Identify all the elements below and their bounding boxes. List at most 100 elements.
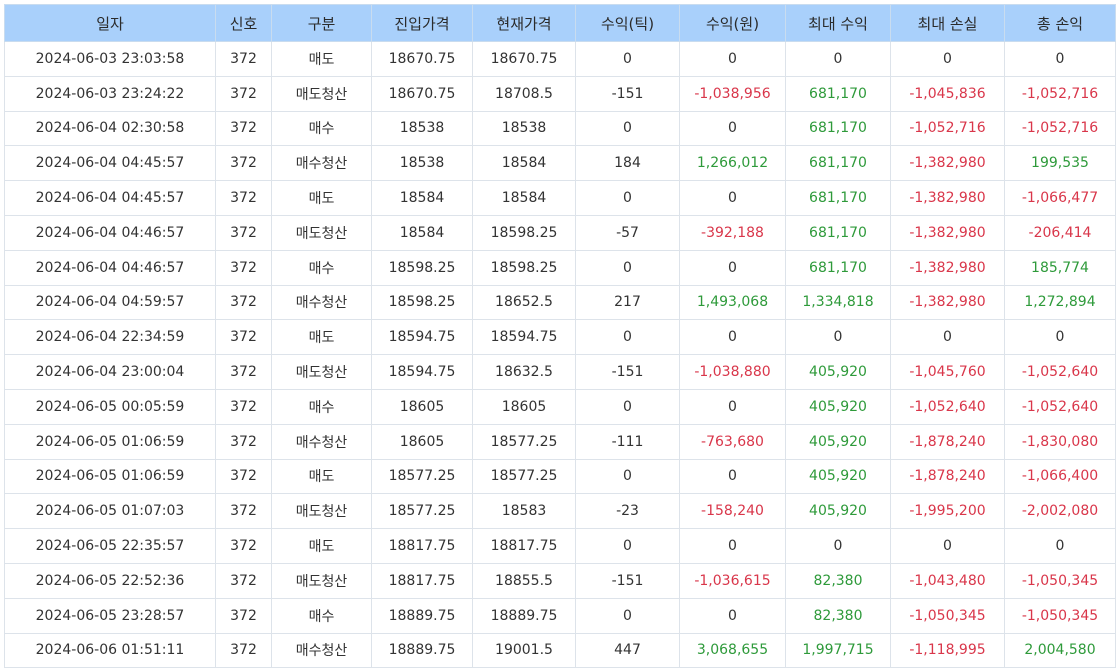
- table-row[interactable]: 2024-06-05 22:35:57 372 매도 18817.75 18817.75…: [4, 528, 1116, 564]
- cell-date: 2024-06-03 23:03:58: [4, 41, 216, 77]
- cell-date: 2024-06-06 01:51:11: [4, 632, 216, 669]
- cell-date: 2024-06-05 00:05:59: [4, 388, 216, 425]
- table-row[interactable]: 2024-06-04 22:34:59 372 매도 18594.75 18594.75…: [4, 319, 1116, 356]
- cell-profit-ticks: 217: [575, 284, 680, 321]
- cell-profit-ticks: 0: [575, 180, 680, 216]
- cell-total-pnl: 1,272,894: [1004, 284, 1116, 321]
- cell-profit-ticks: 184: [575, 145, 680, 182]
- column-header-current-price[interactable]: 현재가격: [472, 4, 576, 42]
- table-row[interactable]: 2024-06-05 22:52:36 372 매도청산 18817.75 18855.…: [4, 562, 1116, 599]
- cell-signal: 372: [215, 284, 272, 321]
- cell-current-price: 18855.5: [472, 562, 576, 599]
- cell-type: 매수청산: [271, 423, 372, 460]
- cell-entry-price: 18577.25: [371, 458, 473, 495]
- column-header-profit-won[interactable]: 수익(원): [679, 4, 786, 42]
- cell-type: 매수청산: [271, 284, 372, 321]
- cell-profit-ticks: 0: [575, 597, 680, 634]
- cell-max-profit: 1,997,715: [785, 632, 891, 669]
- column-header-entry-price[interactable]: 진입가격: [371, 4, 473, 42]
- cell-total-pnl: 185,774: [1004, 249, 1116, 286]
- table-row[interactable]: 2024-06-03 23:03:58 372 매도 18670.75 18670.75…: [4, 41, 1116, 77]
- cell-current-price: 18605: [472, 388, 576, 425]
- cell-max-profit: 405,920: [785, 493, 891, 530]
- cell-entry-price: 18538: [371, 110, 473, 147]
- cell-signal: 372: [215, 180, 272, 216]
- table-row[interactable]: 2024-06-05 01:07:03 372 매도청산 18577.25 18583-…: [4, 493, 1116, 530]
- table-row[interactable]: 2024-06-04 04:59:57 372 매수청산 18598.25 18652.…: [4, 284, 1116, 321]
- cell-profit-won: 0: [679, 458, 786, 495]
- cell-max-loss: 0: [890, 528, 1005, 564]
- cell-total-pnl: -1,050,345: [1004, 562, 1116, 599]
- cell-total-pnl: 0: [1004, 528, 1116, 564]
- column-header-max-loss[interactable]: 최대 손실: [890, 4, 1005, 42]
- cell-type: 매도: [271, 180, 372, 216]
- cell-type: 매수: [271, 597, 372, 634]
- cell-profit-ticks: 0: [575, 249, 680, 286]
- cell-date: 2024-06-04 04:45:57: [4, 180, 216, 216]
- cell-current-price: 18584: [472, 145, 576, 182]
- table-row[interactable]: 2024-06-04 04:45:57 372 매수청산 18538 18584 184 1…: [4, 145, 1116, 182]
- table-row[interactable]: 2024-06-03 23:24:22 372 매도청산 18670.75 18708.…: [4, 75, 1116, 112]
- cell-signal: 372: [215, 528, 272, 564]
- cell-entry-price: 18538: [371, 145, 473, 182]
- cell-max-profit: 1,334,818: [785, 284, 891, 321]
- cell-current-price: 18598.25: [472, 214, 576, 251]
- cell-profit-won: -1,038,880: [679, 354, 786, 390]
- column-header-type[interactable]: 구분: [271, 4, 372, 42]
- cell-profit-won: 3,068,655: [679, 632, 786, 669]
- cell-total-pnl: 0: [1004, 41, 1116, 77]
- cell-profit-ticks: 0: [575, 319, 680, 356]
- column-header-max-profit[interactable]: 최대 수익: [785, 4, 891, 42]
- cell-type: 매수청산: [271, 632, 372, 669]
- cell-entry-price: 18605: [371, 423, 473, 460]
- cell-signal: 372: [215, 562, 272, 599]
- column-header-profit-ticks[interactable]: 수익(틱): [575, 4, 680, 42]
- cell-entry-price: 18817.75: [371, 562, 473, 599]
- cell-profit-ticks: -57: [575, 214, 680, 251]
- cell-entry-price: 18577.25: [371, 493, 473, 530]
- cell-current-price: 18889.75: [472, 597, 576, 634]
- header-row: 일자 신호 구분 진입가격 현재가격 수익(틱) 수익(원) 최대 수익 최대 …: [4, 4, 1116, 42]
- cell-signal: 372: [215, 214, 272, 251]
- table-row[interactable]: 2024-06-06 01:51:11 372 매수청산 18889.75 19001.…: [4, 632, 1116, 669]
- cell-signal: 372: [215, 145, 272, 182]
- table-row[interactable]: 2024-06-04 23:00:04 372 매도청산 18594.75 18632.…: [4, 354, 1116, 390]
- cell-max-loss: -1,382,980: [890, 249, 1005, 286]
- table-row[interactable]: 2024-06-05 01:06:59 372 매수청산 18605 18577.25-…: [4, 423, 1116, 460]
- cell-date: 2024-06-04 02:30:58: [4, 110, 216, 147]
- column-header-total-pnl[interactable]: 총 손익: [1004, 4, 1116, 42]
- cell-total-pnl: 199,535: [1004, 145, 1116, 182]
- table-row[interactable]: 2024-06-04 04:45:57 372 매도 18584 18584 0 0 681,…: [4, 180, 1116, 216]
- cell-current-price: 18594.75: [472, 319, 576, 356]
- column-header-signal[interactable]: 신호: [215, 4, 272, 42]
- table-row[interactable]: 2024-06-05 00:05:59 372 매수 18605 18605 0 0 405,…: [4, 388, 1116, 425]
- cell-max-loss: -1,995,200: [890, 493, 1005, 530]
- cell-profit-won: 0: [679, 180, 786, 216]
- cell-profit-ticks: -23: [575, 493, 680, 530]
- cell-type: 매도청산: [271, 493, 372, 530]
- cell-profit-won: 0: [679, 528, 786, 564]
- cell-profit-ticks: -151: [575, 562, 680, 599]
- cell-entry-price: 18584: [371, 214, 473, 251]
- cell-total-pnl: -1,052,640: [1004, 354, 1116, 390]
- cell-max-loss: -1,382,980: [890, 214, 1005, 251]
- table-row[interactable]: 2024-06-04 04:46:57 372 매수 18598.25 18598.25…: [4, 249, 1116, 286]
- table-row[interactable]: 2024-06-04 02:30:58 372 매수 18538 18538 0 0 681,…: [4, 110, 1116, 147]
- table-row[interactable]: 2024-06-04 04:46:57 372 매도청산 18584 18598.25-…: [4, 214, 1116, 251]
- cell-max-profit: 681,170: [785, 145, 891, 182]
- cell-entry-price: 18817.75: [371, 528, 473, 564]
- cell-max-loss: -1,052,640: [890, 388, 1005, 425]
- cell-date: 2024-06-05 22:52:36: [4, 562, 216, 599]
- cell-current-price: 18708.5: [472, 75, 576, 112]
- cell-signal: 372: [215, 493, 272, 530]
- table-row[interactable]: 2024-06-05 01:06:59 372 매도 18577.25 18577.25…: [4, 458, 1116, 495]
- cell-date: 2024-06-03 23:24:22: [4, 75, 216, 112]
- cell-total-pnl: 2,004,580: [1004, 632, 1116, 669]
- cell-entry-price: 18594.75: [371, 354, 473, 390]
- cell-type: 매도: [271, 41, 372, 77]
- cell-max-profit: 405,920: [785, 423, 891, 460]
- table-row[interactable]: 2024-06-05 23:28:57 372 매수 18889.75 18889.75…: [4, 597, 1116, 634]
- cell-type: 매도청산: [271, 214, 372, 251]
- cell-signal: 372: [215, 632, 272, 669]
- column-header-date[interactable]: 일자: [4, 4, 216, 42]
